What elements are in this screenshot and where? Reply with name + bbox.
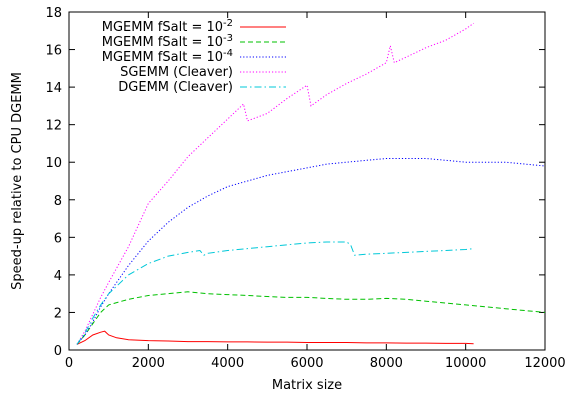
series-line-1 [76,330,474,345]
x-tick-label: 8000 [370,356,403,371]
y-tick-label: 10 [45,156,62,171]
x-tick-label: 4000 [211,356,244,371]
legend-label-text: MGEMM fSalt = 10 [102,35,223,50]
x-tick-label: 6000 [290,356,323,371]
series-group [76,22,546,345]
legend-label-exponent: -2 [223,18,233,29]
x-tick-label: 12000 [524,356,565,371]
legend-label-1: MGEMM fSalt = 10-2 [102,18,233,35]
legend-label-text: SGEMM (Cleaver) [120,65,233,80]
legend-label-5: DGEMM (Cleaver) [118,80,233,95]
y-tick-label: 14 [45,81,62,96]
legend-label-text: DGEMM (Cleaver) [118,80,233,95]
series-line-5 [76,241,474,345]
legend-label-3: MGEMM fSalt = 10-4 [102,48,233,65]
y-tick-label: 4 [54,269,62,284]
series-line-4 [76,22,474,345]
y-tick-label: 0 [54,344,62,359]
x-tick-label: 10000 [445,356,486,371]
x-axis-title: Matrix size [272,378,342,393]
x-tick-label: 0 [65,356,73,371]
legend-label-text: MGEMM fSalt = 10 [102,50,223,65]
y-tick-label: 2 [54,306,62,321]
x-tick-label: 2000 [132,356,165,371]
legend-label-exponent: -3 [223,33,233,44]
y-tick-label: 12 [45,119,62,134]
y-tick-label: 16 [45,44,62,59]
axis-ticks: 0 2000 4000 6000 8000 10000 12000 0 2 4 6 8 10 12 14 16… [45,6,565,371]
y-axis-title: Speed-up relative to CPU DGEMM [10,72,25,290]
series-line-3 [76,158,546,345]
legend-label-4: SGEMM (Cleaver) [120,65,233,80]
legend-label-2: MGEMM fSalt = 10-3 [102,33,233,50]
y-tick-label: 6 [54,231,62,246]
legend-label-exponent: -4 [223,48,233,59]
y-tick-label: 8 [54,194,62,209]
series-line-2 [76,291,546,345]
legend-label-text: MGEMM fSalt = 10 [102,20,223,35]
y-tick-label: 18 [45,6,62,21]
